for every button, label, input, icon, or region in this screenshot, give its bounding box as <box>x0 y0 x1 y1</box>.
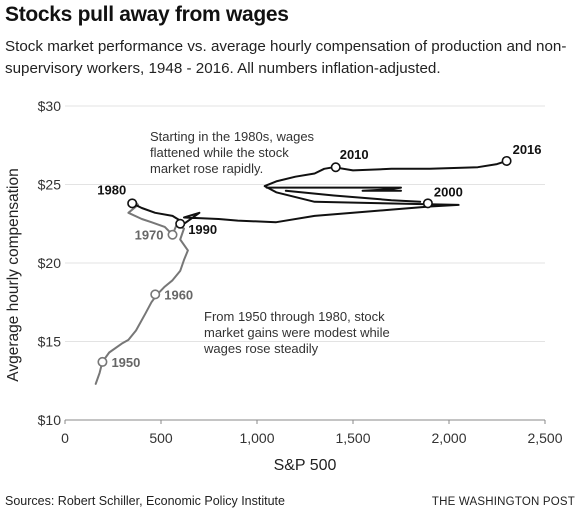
year-label-1950: 1950 <box>111 355 140 370</box>
x-tick-label: 500 <box>149 430 173 446</box>
y-tick-label: $20 <box>38 255 62 271</box>
year-marker-1950 <box>97 356 108 367</box>
x-tick-label: 2,000 <box>431 430 466 446</box>
year-marker-1980 <box>127 198 138 209</box>
y-axis-title: Avgerage hourly compensation <box>5 168 22 381</box>
series-line-4 <box>284 189 422 203</box>
series-line-1 <box>94 199 189 385</box>
y-tick-label: $30 <box>38 98 62 114</box>
y-tick-label: $15 <box>38 334 62 350</box>
axis-layer: $10 $15 $20 $25 $30 0 500 1,000 1,500 2,000 2,500 S… <box>5 98 563 474</box>
year-marker-2016 <box>501 155 512 166</box>
annotation-2-line: wages rose steadily <box>203 341 319 356</box>
year-label-2016: 2016 <box>513 142 542 157</box>
source-note: Sources: Robert Schiller, Economic Polic… <box>5 494 285 508</box>
x-tick-label: 2,500 <box>527 430 562 446</box>
y-tick-label: $25 <box>38 177 62 193</box>
x-tick-label: 0 <box>61 430 69 446</box>
year-label-2000: 2000 <box>434 184 463 199</box>
publisher-credit: THE WASHINGTON POST <box>431 496 575 508</box>
year-label-1960: 1960 <box>164 287 193 302</box>
x-tick-label: 1,500 <box>335 430 370 446</box>
year-label-2010: 2010 <box>340 147 369 162</box>
chart-subtitle: Stock market performance vs. average hou… <box>5 38 567 77</box>
grid-layer <box>65 105 545 421</box>
year-label-1980: 1980 <box>97 182 126 197</box>
annotation-1-line: market rose rapidly. <box>150 161 263 176</box>
series-line-3 <box>265 186 402 192</box>
x-tick-label: 1,000 <box>239 430 274 446</box>
year-marker-2010 <box>330 162 341 173</box>
marker-layer: 1950 1960 1970 1980 1990 2000 2010 2016 <box>97 142 541 370</box>
year-marker-1990 <box>175 218 186 229</box>
year-marker-1970 <box>167 229 178 240</box>
year-marker-2000 <box>422 198 433 209</box>
y-tick-label: $10 <box>38 412 62 428</box>
annotation-2-line: From 1950 through 1980, stock <box>204 309 385 324</box>
year-marker-1960 <box>150 289 161 300</box>
x-axis-title: S&P 500 <box>274 457 337 474</box>
annotation-1-line: flattened while the stock <box>150 145 289 160</box>
annotation-2-line: market gains were modest while <box>204 325 390 340</box>
year-label-1990: 1990 <box>188 222 217 237</box>
annotation-1-line: Starting in the 1980s, wages <box>150 129 315 144</box>
chart-title: Stocks pull away from wages <box>5 3 289 26</box>
year-label-1970: 1970 <box>135 228 164 243</box>
